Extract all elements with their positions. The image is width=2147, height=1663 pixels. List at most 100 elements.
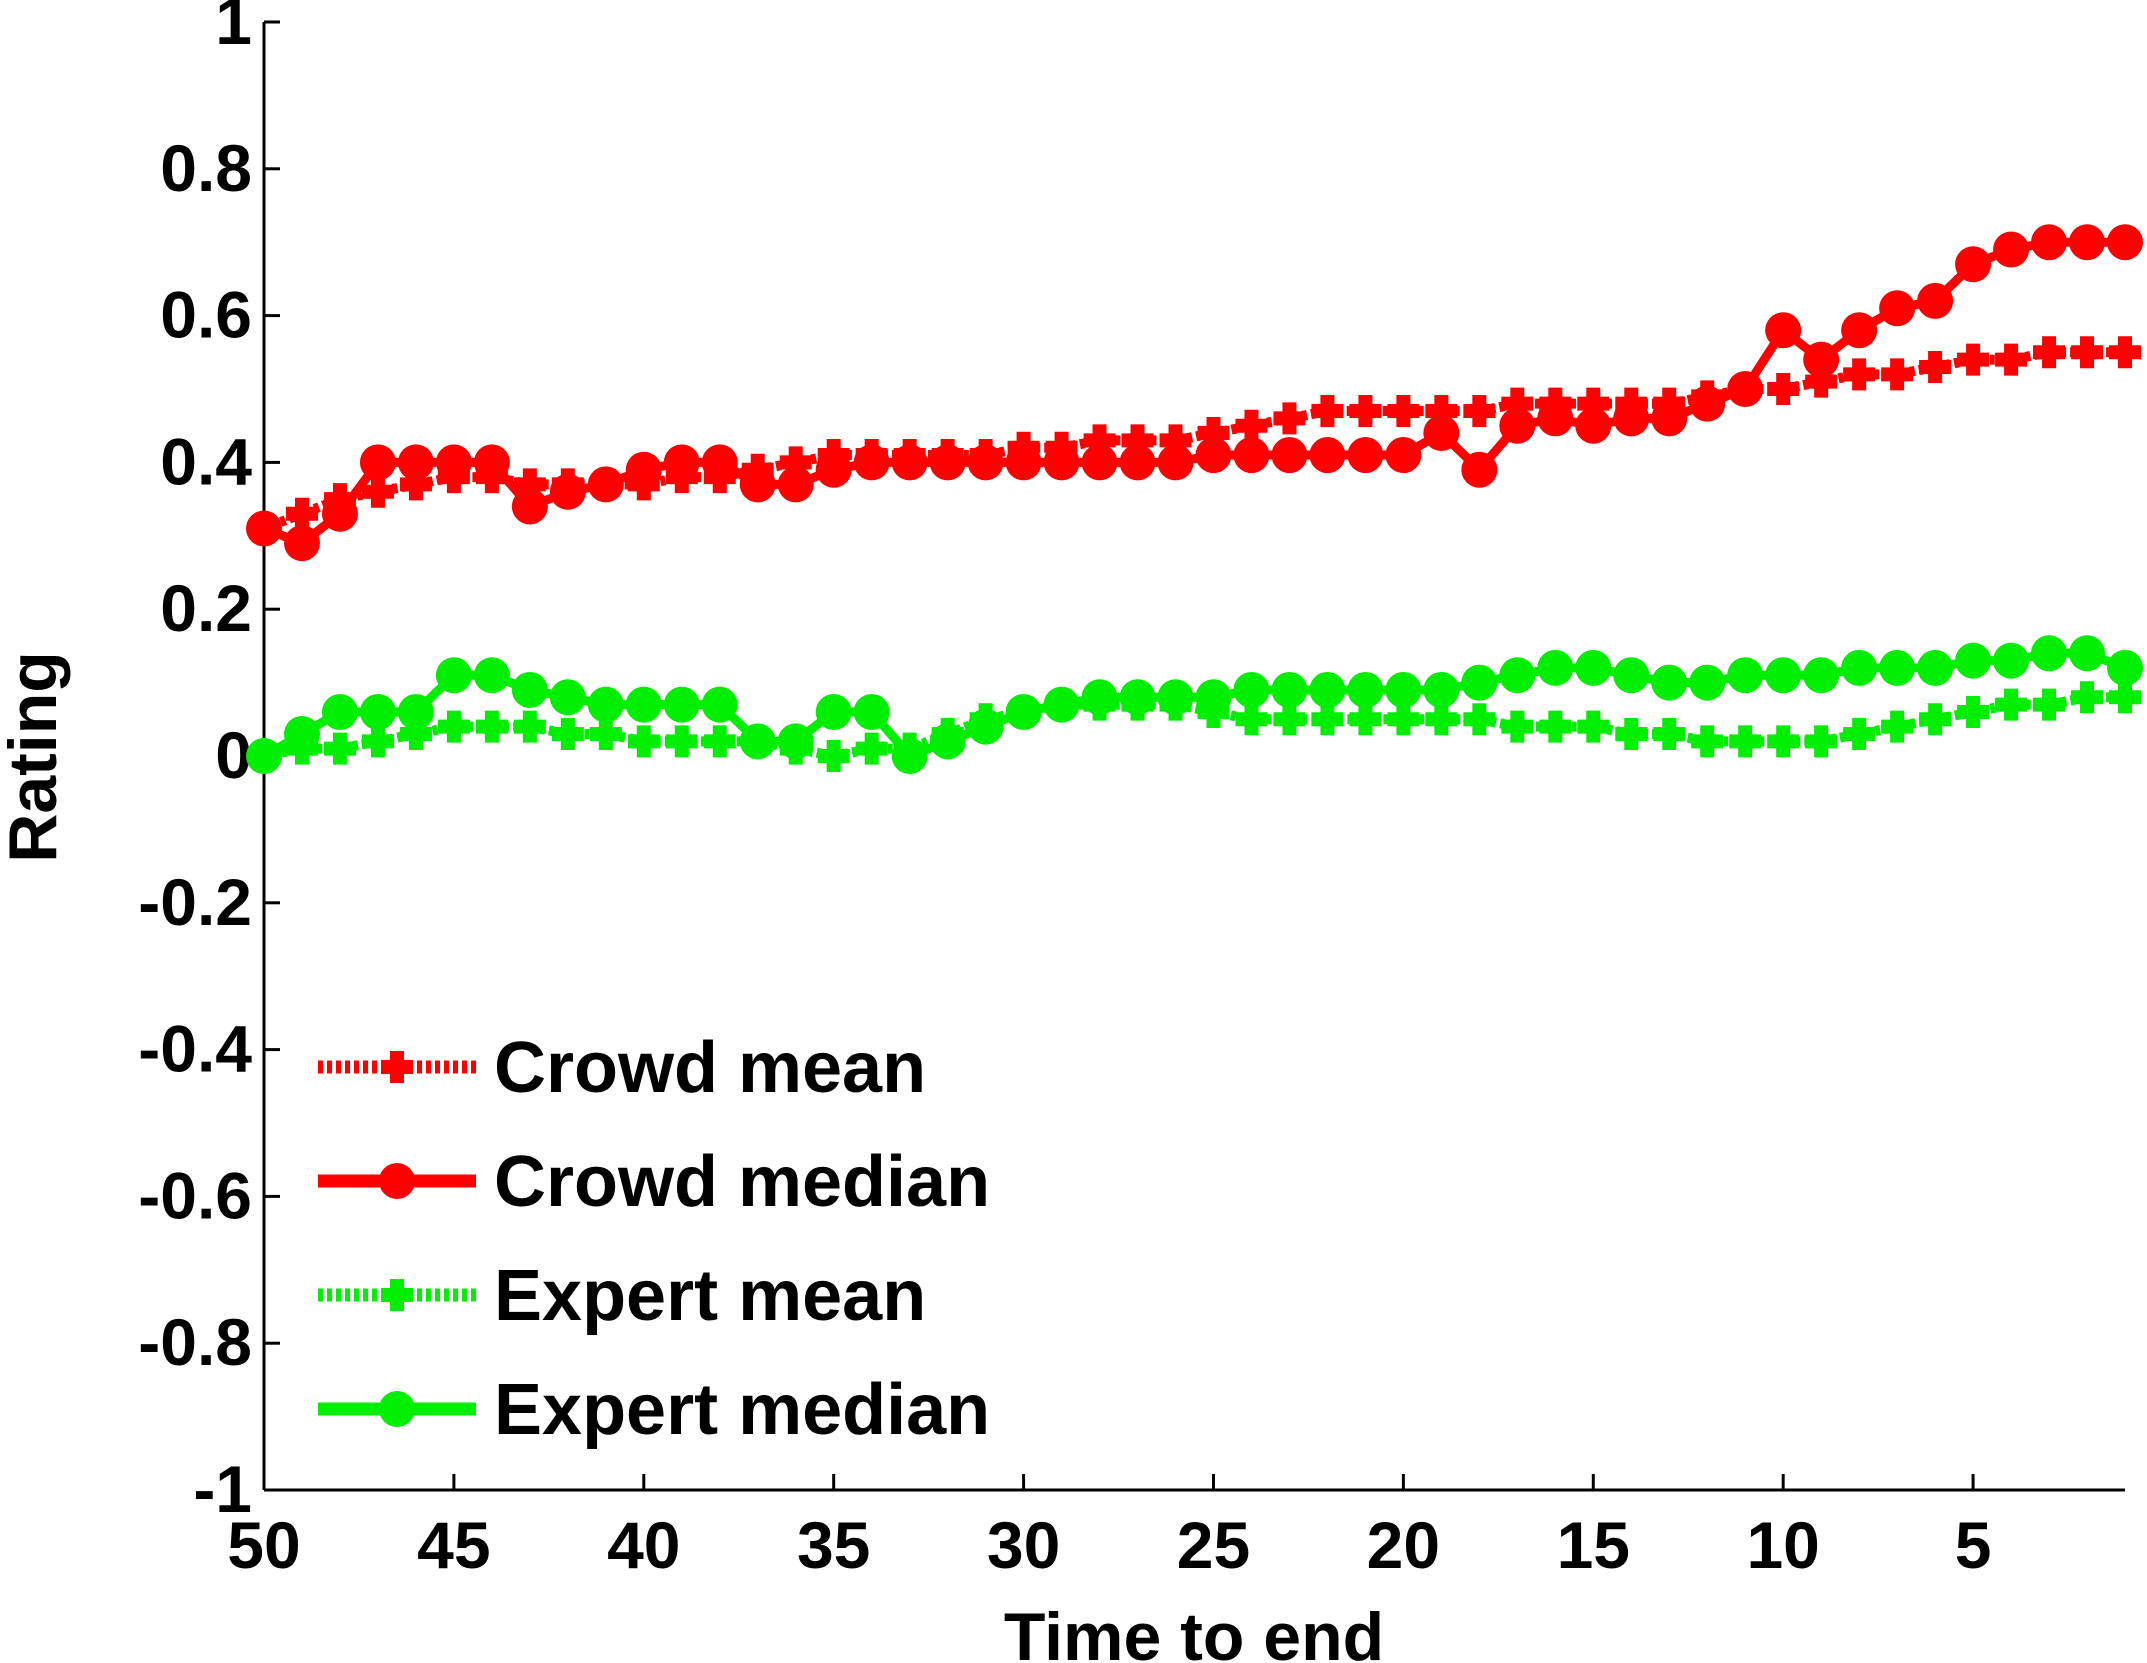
legend-swatch-marker bbox=[379, 1391, 415, 1427]
crowd-median-point bbox=[587, 466, 624, 503]
y-tick-label: -0.8 bbox=[138, 1305, 252, 1379]
expert-mean-point bbox=[1577, 710, 1610, 743]
expert-median-point bbox=[1917, 649, 1954, 686]
expert-mean-point bbox=[1767, 725, 1800, 758]
y-tick-label: -0.2 bbox=[138, 865, 252, 939]
y-axis-label: Rating bbox=[0, 651, 71, 863]
expert-mean-point bbox=[2033, 688, 2066, 721]
crowd-median-point bbox=[2107, 224, 2143, 261]
expert-median-point bbox=[1803, 657, 1840, 694]
y-tick-label: 1 bbox=[215, 0, 252, 58]
crowd-median-point bbox=[967, 444, 1004, 481]
crowd-mean-point bbox=[361, 475, 394, 508]
crowd-mean-point bbox=[1805, 365, 1838, 398]
expert-mean-point bbox=[1501, 710, 1534, 743]
expert-mean-point bbox=[437, 710, 470, 743]
expert-mean-point bbox=[665, 725, 698, 758]
legend: Crowd mean Crowd median Expert mean Expert … bbox=[318, 1028, 990, 1450]
crowd-median-point bbox=[1879, 290, 1916, 327]
crowd-median-point bbox=[1195, 437, 1232, 474]
expert-median-point bbox=[246, 738, 282, 774]
crowd-mean-point bbox=[1767, 373, 1800, 405]
crowd-median-point bbox=[663, 444, 700, 481]
expert-mean-point bbox=[1805, 725, 1838, 758]
crowd-median-point bbox=[473, 444, 510, 481]
expert-median-point bbox=[777, 723, 814, 760]
crowd-median-point bbox=[2069, 224, 2106, 261]
expert-median-point bbox=[473, 657, 510, 694]
crowd-median-point bbox=[625, 451, 662, 488]
crowd-mean-point bbox=[1881, 358, 1914, 391]
expert-median-point bbox=[1233, 671, 1270, 708]
crowd-median-point bbox=[1499, 407, 1536, 444]
series-layer bbox=[246, 224, 2143, 774]
x-tick-label: 35 bbox=[797, 1508, 870, 1582]
crowd-median-point bbox=[246, 510, 282, 547]
crowd-median-point bbox=[511, 488, 548, 525]
expert-median-point bbox=[1195, 679, 1232, 716]
expert-mean-point bbox=[855, 732, 888, 765]
crowd-median-point bbox=[1613, 400, 1650, 437]
x-axis-label: Time to end bbox=[1004, 1599, 1384, 1663]
crowd-median-point bbox=[2031, 224, 2068, 261]
expert-median-point bbox=[587, 686, 624, 723]
crowd-median-point bbox=[739, 466, 776, 503]
crowd-median-point bbox=[929, 444, 966, 481]
expert-median-point bbox=[1537, 649, 1574, 686]
crowd-median-point bbox=[1461, 451, 1498, 488]
crowd-mean-point bbox=[1235, 409, 1268, 442]
crowd-median-point bbox=[435, 444, 472, 481]
crowd-median-point bbox=[777, 466, 814, 503]
crowd-median-point bbox=[397, 444, 434, 481]
expert-median-point bbox=[283, 715, 320, 752]
expert-median-point bbox=[663, 686, 700, 723]
y-tick-label: -0.6 bbox=[138, 1158, 252, 1232]
expert-median-point bbox=[1765, 657, 1802, 694]
expert-median-point bbox=[625, 686, 662, 723]
crowd-mean-point bbox=[1387, 395, 1420, 428]
expert-mean-point bbox=[1957, 695, 1990, 728]
crowd-mean-point bbox=[1919, 350, 1952, 383]
expert-median-point bbox=[1005, 693, 1042, 730]
expert-median-point bbox=[549, 679, 586, 716]
crowd-mean-point bbox=[285, 497, 318, 530]
expert-median-point bbox=[815, 693, 852, 730]
crowd-median-point bbox=[1005, 444, 1042, 481]
expert-mean-point bbox=[2071, 681, 2104, 714]
crowd-median-point bbox=[321, 495, 358, 532]
y-tick-label: -1 bbox=[193, 1452, 252, 1526]
y-tick-label: 0 bbox=[215, 718, 252, 792]
expert-mean-point bbox=[703, 725, 736, 758]
expert-median-point bbox=[1727, 657, 1764, 694]
crowd-mean-point bbox=[2071, 336, 2104, 369]
expert-median-point bbox=[321, 693, 358, 730]
crowd-mean-point bbox=[1425, 395, 1458, 428]
legend-label: Crowd median bbox=[494, 1142, 990, 1222]
crowd-median-point bbox=[1803, 341, 1840, 378]
crowd-median-point bbox=[1233, 437, 1270, 474]
expert-median-point bbox=[1423, 671, 1460, 708]
expert-median-point bbox=[1955, 642, 1992, 679]
legend-item-expert-mean: Expert mean bbox=[318, 1256, 926, 1336]
expert-mean-point bbox=[1425, 703, 1458, 736]
x-tick-label: 5 bbox=[1955, 1508, 1992, 1582]
crowd-mean-point bbox=[2109, 336, 2141, 369]
expert-mean-point bbox=[361, 725, 394, 758]
expert-mean-point bbox=[1995, 688, 2028, 721]
expert-median-point bbox=[1993, 642, 2030, 679]
x-axis-ticks: 50 45 40 35 30 25 20 15 10 5 bbox=[227, 1474, 1991, 1582]
x-tick-label: 50 bbox=[227, 1508, 300, 1582]
expert-mean-point bbox=[551, 717, 584, 750]
crowd-mean-point bbox=[2033, 336, 2066, 369]
x-tick-label: 30 bbox=[987, 1508, 1060, 1582]
expert-median-series bbox=[246, 635, 2143, 774]
crowd-median-point bbox=[1423, 415, 1460, 452]
x-tick-label: 15 bbox=[1557, 1508, 1630, 1582]
expert-median-point bbox=[1081, 679, 1118, 716]
expert-mean-point bbox=[1539, 710, 1572, 743]
crowd-mean-point bbox=[1501, 387, 1534, 420]
expert-median-point bbox=[1575, 649, 1612, 686]
expert-median-point bbox=[1385, 671, 1422, 708]
expert-median-point bbox=[1651, 664, 1688, 701]
expert-median-point bbox=[435, 657, 472, 694]
